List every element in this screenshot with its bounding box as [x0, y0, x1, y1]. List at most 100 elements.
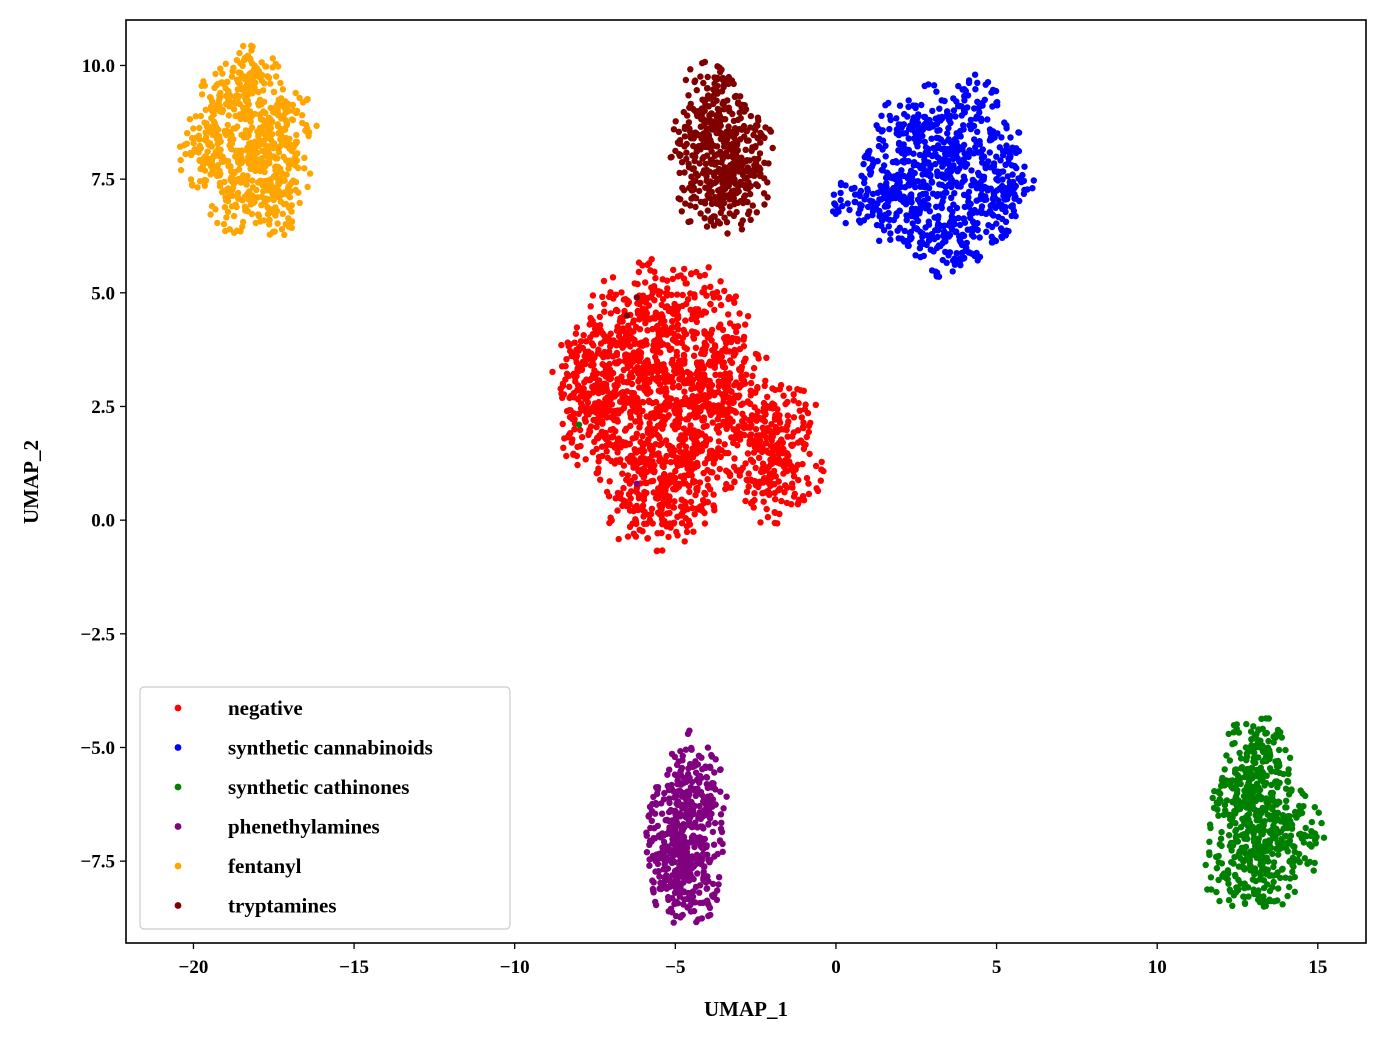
point-negative	[790, 397, 797, 404]
point-negative	[632, 533, 640, 540]
point-negative	[805, 490, 813, 498]
point-synthetic-cannabinoids	[897, 183, 905, 191]
point-negative	[596, 313, 603, 321]
point-negative	[800, 419, 807, 426]
point-synthetic-cannabinoids	[919, 233, 926, 240]
point-fentanyl	[228, 187, 236, 194]
point-fentanyl	[285, 186, 292, 193]
point-negative	[726, 320, 734, 327]
point-negative	[572, 330, 580, 337]
point-fentanyl	[223, 92, 230, 100]
point-synthetic-cannabinoids	[903, 212, 910, 219]
point-synthetic-cathinones	[1257, 742, 1264, 749]
point-phenethylamines	[691, 899, 699, 906]
point-negative	[820, 467, 827, 475]
point-negative	[648, 505, 656, 512]
point-negative	[619, 470, 626, 477]
point-negative	[762, 377, 769, 384]
point-negative	[595, 435, 602, 442]
point-negative	[627, 414, 635, 421]
point-phenethylamines	[674, 874, 682, 881]
point-fentanyl	[250, 66, 258, 73]
point-negative	[607, 289, 614, 296]
point-negative	[669, 318, 676, 325]
point-tryptamines	[761, 201, 768, 208]
point-phenethylamines	[687, 799, 695, 806]
point-negative	[605, 434, 612, 441]
point-negative	[752, 426, 760, 433]
point-negative	[641, 447, 648, 455]
point-negative	[594, 350, 601, 357]
point-fentanyl	[265, 114, 273, 122]
point-fentanyl	[222, 101, 230, 108]
point-synthetic-cathinones	[1262, 754, 1270, 761]
point-phenethylamines	[666, 766, 673, 773]
point-synthetic-cathinones	[1209, 794, 1216, 802]
point-negative	[682, 515, 689, 522]
point-synthetic-cannabinoids	[984, 79, 992, 86]
point-negative	[625, 298, 633, 306]
point-tryptamines	[737, 181, 744, 188]
point-synthetic-cannabinoids	[893, 115, 900, 122]
point-synthetic-cannabinoids	[934, 233, 941, 241]
point-negative	[692, 306, 699, 313]
point-negative	[640, 385, 647, 392]
point-synthetic-cathinones	[1232, 873, 1239, 880]
point-fentanyl	[281, 105, 288, 112]
point-negative	[721, 384, 728, 391]
point-synthetic-cathinones	[1249, 823, 1257, 831]
point-synthetic-cathinones	[1241, 835, 1248, 842]
point-negative	[714, 474, 721, 481]
point-negative	[720, 393, 727, 400]
point-negative	[790, 493, 798, 500]
point-negative	[682, 317, 689, 324]
point-phenethylamines	[659, 830, 666, 837]
point-synthetic-cathinones	[1244, 828, 1252, 835]
point-negative	[766, 490, 774, 497]
point-synthetic-cannabinoids	[965, 79, 973, 87]
point-negative	[740, 377, 748, 384]
point-synthetic-cathinones	[1284, 777, 1291, 785]
point-negative	[784, 412, 791, 419]
point-synthetic-cannabinoids	[913, 225, 920, 232]
point-negative	[581, 379, 588, 386]
point-synthetic-cannabinoids	[936, 105, 943, 112]
point-synthetic-cathinones	[1235, 778, 1242, 785]
point-phenethylamines	[665, 808, 673, 816]
point-negative	[722, 334, 729, 341]
point-negative	[716, 371, 724, 378]
point-phenethylamines	[655, 868, 662, 875]
point-fentanyl	[228, 134, 235, 142]
point-fentanyl	[275, 187, 282, 195]
point-negative	[627, 370, 635, 377]
series-phenethylamines	[633, 480, 730, 926]
point-fentanyl	[220, 220, 228, 228]
point-tryptamines	[737, 93, 744, 100]
point-negative	[675, 455, 683, 462]
point-tryptamines	[738, 226, 746, 233]
point-synthetic-cannabinoids	[878, 112, 885, 120]
point-tryptamines	[719, 180, 726, 187]
point-negative	[767, 442, 775, 450]
point-negative	[654, 336, 661, 343]
point-negative	[633, 400, 640, 408]
scatter-points	[176, 42, 1328, 926]
point-negative	[655, 450, 662, 457]
point-fentanyl	[228, 73, 236, 80]
point-phenethylamines	[700, 874, 707, 882]
point-fentanyl	[303, 121, 310, 129]
point-negative	[693, 485, 700, 492]
point-synthetic-cathinones	[1252, 797, 1260, 805]
point-phenethylamines	[711, 769, 718, 776]
point-synthetic-cannabinoids	[929, 107, 936, 115]
point-negative	[592, 416, 599, 424]
point-negative	[745, 470, 752, 477]
point-tryptamines	[718, 159, 725, 166]
point-synthetic-cathinones	[1249, 775, 1256, 782]
point-synthetic-cathinones	[1253, 780, 1261, 787]
point-negative	[743, 488, 751, 495]
point-synthetic-cathinones	[1275, 885, 1282, 892]
point-synthetic-cathinones	[1308, 818, 1316, 826]
point-fentanyl	[190, 125, 197, 132]
point-fentanyl	[209, 131, 216, 138]
